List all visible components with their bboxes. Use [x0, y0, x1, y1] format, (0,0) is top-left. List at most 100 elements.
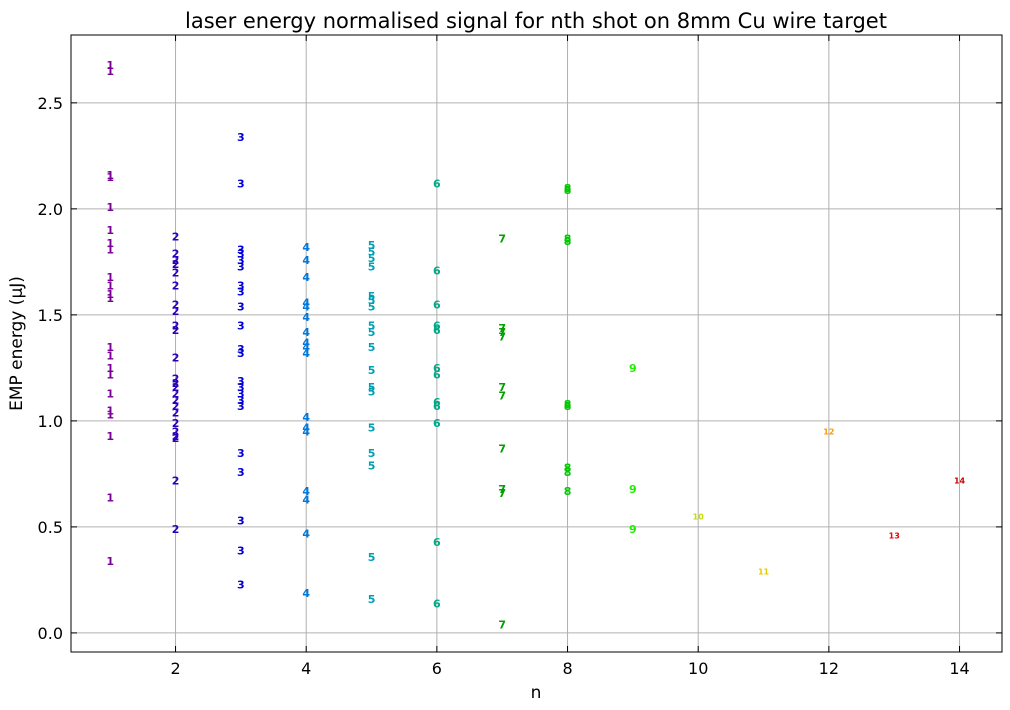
- data-point-shot-5: 5: [368, 460, 376, 473]
- data-point-shot-5: 5: [368, 301, 376, 314]
- data-point-shot-2: 2: [172, 377, 180, 390]
- data-point-shot-3: 3: [237, 260, 245, 273]
- data-point-shot-5: 5: [368, 260, 376, 273]
- data-point-shot-9: 9: [629, 523, 637, 536]
- y-tick-label: 2.0: [38, 200, 63, 219]
- data-point-shot-8: 8: [564, 235, 572, 248]
- data-point-shot-3: 3: [237, 320, 245, 333]
- data-point-shot-1: 1: [106, 430, 114, 443]
- data-point-shot-3: 3: [237, 381, 245, 394]
- data-point-shot-8: 8: [564, 462, 572, 475]
- data-point-shot-2: 2: [172, 254, 180, 267]
- data-point-shot-1: 1: [106, 341, 114, 354]
- data-points: 1111111111111111111111222222222222222222…: [106, 59, 965, 632]
- data-point-shot-4: 4: [302, 241, 310, 254]
- data-point-shot-4: 4: [302, 527, 310, 540]
- data-point-shot-3: 3: [237, 400, 245, 413]
- data-point-shot-4: 4: [302, 347, 310, 360]
- y-axis-label: EMP energy (μJ): [7, 276, 27, 411]
- data-point-shot-6: 6: [433, 320, 441, 333]
- data-point-shot-1: 1: [106, 491, 114, 504]
- data-point-shot-1: 1: [106, 292, 114, 305]
- data-point-shot-6: 6: [433, 368, 441, 381]
- data-point-shot-6: 6: [433, 362, 441, 375]
- x-tick-label: 6: [432, 659, 442, 678]
- data-point-shot-12: 12: [823, 428, 834, 437]
- data-point-shot-6: 6: [433, 400, 441, 413]
- data-point-shot-7: 7: [498, 619, 506, 632]
- data-point-shot-2: 2: [172, 400, 180, 413]
- data-point-shot-7: 7: [498, 381, 506, 394]
- data-point-shot-4: 4: [302, 254, 310, 267]
- data-point-shot-14: 14: [954, 476, 966, 485]
- data-point-shot-5: 5: [368, 385, 376, 398]
- y-tick-label: 0.5: [38, 518, 63, 537]
- data-point-shot-3: 3: [237, 286, 245, 299]
- data-point-shot-6: 6: [433, 536, 441, 549]
- data-point-shot-3: 3: [237, 544, 245, 557]
- x-tick-label: 14: [949, 659, 969, 678]
- data-point-shot-7: 7: [498, 390, 506, 403]
- data-point-shot-2: 2: [172, 320, 180, 333]
- data-point-shot-4: 4: [302, 271, 310, 284]
- y-tick-label: 1.5: [38, 306, 63, 325]
- data-point-shot-8: 8: [564, 400, 572, 413]
- data-point-shot-4: 4: [302, 421, 310, 434]
- data-point-shot-4: 4: [302, 326, 310, 339]
- data-point-shot-6: 6: [433, 396, 441, 409]
- data-point-shot-6: 6: [433, 597, 441, 610]
- data-point-shot-8: 8: [564, 466, 572, 479]
- data-point-shot-3: 3: [237, 131, 245, 144]
- y-tick-label: 1.0: [38, 412, 63, 431]
- data-point-shot-2: 2: [172, 258, 180, 271]
- data-point-shot-4: 4: [302, 494, 310, 507]
- data-point-shot-2: 2: [172, 324, 180, 337]
- data-point-shot-11: 11: [758, 567, 770, 576]
- data-point-shot-3: 3: [237, 388, 245, 401]
- data-point-shot-2: 2: [172, 474, 180, 487]
- data-point-shot-7: 7: [498, 483, 506, 496]
- data-point-shot-1: 1: [106, 409, 114, 422]
- data-point-shot-3: 3: [237, 347, 245, 360]
- data-point-shot-2: 2: [172, 426, 180, 439]
- data-point-shot-4: 4: [302, 301, 310, 314]
- data-point-shot-2: 2: [172, 417, 180, 430]
- data-point-shot-1: 1: [106, 237, 114, 250]
- data-point-shot-8: 8: [564, 398, 572, 411]
- data-point-shot-8: 8: [564, 233, 572, 246]
- data-point-shot-1: 1: [106, 271, 114, 284]
- data-point-shot-3: 3: [237, 394, 245, 407]
- grid: [71, 35, 1002, 652]
- data-point-shot-13: 13: [889, 531, 900, 540]
- data-point-shot-4: 4: [302, 296, 310, 309]
- data-point-shot-3: 3: [237, 243, 245, 256]
- data-point-shot-5: 5: [368, 447, 376, 460]
- data-point-shot-4: 4: [302, 587, 310, 600]
- data-point-shot-3: 3: [237, 178, 245, 191]
- data-point-shot-1: 1: [106, 288, 114, 301]
- data-point-shot-5: 5: [368, 326, 376, 339]
- data-point-shot-3: 3: [237, 279, 245, 292]
- data-point-shot-5: 5: [368, 239, 376, 252]
- data-point-shot-4: 4: [302, 337, 310, 350]
- data-point-shot-2: 2: [172, 407, 180, 420]
- data-point-shot-2: 2: [172, 432, 180, 445]
- axis-ticks: 2 4 6 8 10 12 140.00.51.01.52.02.5: [38, 35, 1002, 678]
- data-point-shot-1: 1: [106, 362, 114, 375]
- data-point-shot-2: 2: [172, 298, 180, 311]
- data-point-shot-3: 3: [237, 254, 245, 267]
- data-point-shot-1: 1: [106, 65, 114, 78]
- data-point-shot-6: 6: [433, 265, 441, 278]
- data-point-shot-2: 2: [172, 394, 180, 407]
- x-tick-label: 8: [562, 659, 572, 678]
- plot-frame: [70, 34, 1003, 653]
- data-point-shot-2: 2: [172, 267, 180, 280]
- data-point-shot-4: 4: [302, 341, 310, 354]
- data-point-shot-5: 5: [368, 551, 376, 564]
- data-point-shot-3: 3: [237, 447, 245, 460]
- data-point-shot-7: 7: [498, 330, 506, 343]
- data-point-shot-6: 6: [433, 178, 441, 191]
- data-point-shot-2: 2: [172, 430, 180, 443]
- data-point-shot-4: 4: [302, 485, 310, 498]
